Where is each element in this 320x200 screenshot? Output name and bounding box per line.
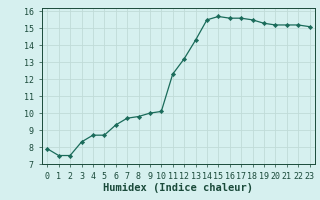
X-axis label: Humidex (Indice chaleur): Humidex (Indice chaleur) (103, 183, 253, 193)
